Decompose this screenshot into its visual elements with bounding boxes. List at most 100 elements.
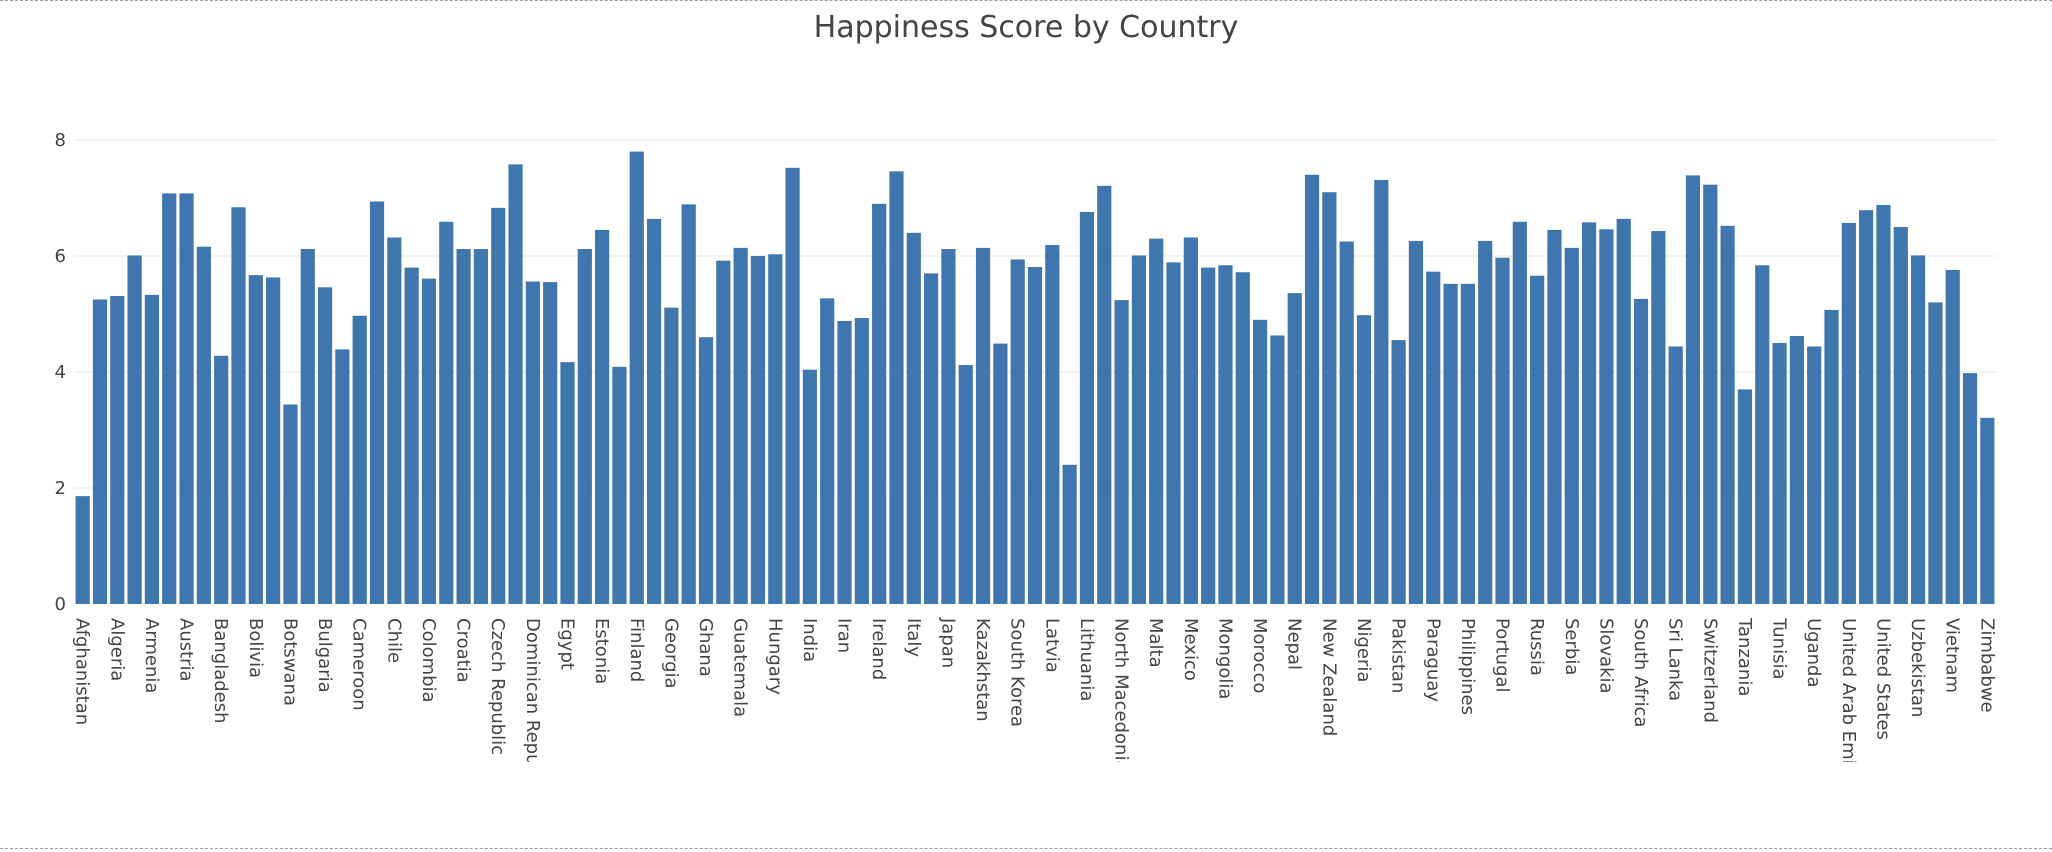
bar	[1512, 221, 1527, 604]
bar	[993, 343, 1008, 604]
bar	[387, 237, 402, 604]
chart-title: Happiness Score by Country	[813, 10, 1239, 45]
bar	[75, 496, 90, 604]
bar	[820, 298, 835, 604]
bar	[1131, 255, 1146, 605]
bar	[975, 247, 991, 604]
bar	[369, 201, 385, 605]
x-tick-label: Austria	[176, 618, 197, 682]
bar	[577, 249, 592, 605]
bar	[1097, 185, 1112, 604]
bar	[958, 365, 973, 604]
top-border	[0, 0, 2052, 1]
x-tick-label: Uganda	[1803, 618, 1824, 688]
bar	[144, 294, 160, 604]
bar	[110, 296, 125, 604]
bar	[1651, 231, 1666, 604]
x-tick-label: North Macedonia	[1111, 618, 1132, 771]
bars	[75, 151, 1995, 605]
x-tick-label: Hungary	[764, 618, 785, 695]
y-tick-label: 8	[55, 130, 66, 151]
bar	[1980, 417, 1995, 604]
bar	[595, 229, 610, 604]
x-tick-label: Bolivia	[245, 618, 266, 678]
x-tick-label: New Zealand	[1318, 618, 1339, 736]
bar	[872, 203, 887, 605]
x-tick-label: South Africa	[1630, 618, 1651, 727]
x-tick-label: Latvia	[1041, 618, 1062, 673]
x-tick-label: Tunisia	[1769, 617, 1790, 680]
bar	[1183, 237, 1198, 604]
bar	[248, 275, 263, 604]
bar	[1581, 222, 1597, 605]
x-tick-label: Paraguay	[1422, 618, 1443, 702]
bar	[1685, 175, 1701, 604]
bar	[1616, 218, 1631, 604]
bar	[1010, 259, 1025, 604]
x-tick-label: Kazakhstan	[972, 618, 993, 722]
bar	[854, 318, 869, 604]
bar	[1495, 257, 1510, 604]
bar	[802, 369, 817, 604]
bar	[1235, 272, 1250, 604]
bar	[1962, 373, 1978, 604]
x-tick-label: Dominican Republic	[522, 618, 543, 797]
bar	[1408, 240, 1424, 605]
bar	[439, 221, 454, 604]
x-tick-label: Ireland	[868, 618, 889, 680]
x-tick-label: Estonia	[591, 618, 612, 684]
bar	[889, 171, 904, 604]
bar	[1945, 269, 1960, 604]
y-tick-label: 0	[55, 594, 66, 615]
bar	[317, 287, 333, 604]
bar	[1027, 267, 1043, 604]
x-tick-label: Bulgaria	[314, 618, 335, 693]
bar	[924, 273, 939, 604]
bar	[698, 337, 714, 604]
bar	[1304, 174, 1320, 605]
bar	[1426, 271, 1441, 604]
x-axis-ticks: Afghanistan Algeria Armenia Austria Banglade…	[72, 617, 1998, 797]
bar	[1599, 229, 1614, 604]
bar	[1478, 240, 1493, 605]
bar	[473, 249, 489, 605]
bar	[1720, 225, 1735, 604]
bar	[1530, 275, 1545, 604]
y-tick-label: 2	[55, 478, 66, 499]
bar	[404, 267, 419, 604]
x-tick-label: Armenia	[141, 618, 162, 693]
x-tick-label: Sri Lanka	[1665, 618, 1686, 701]
bar	[1460, 283, 1475, 604]
bottom-border	[0, 848, 2052, 849]
x-tick-label: Iran	[834, 618, 855, 653]
bar	[1062, 464, 1077, 604]
bar	[612, 366, 627, 604]
bar	[508, 164, 523, 605]
x-tick-label: Philippines	[1457, 618, 1478, 715]
bar	[1374, 180, 1389, 604]
x-tick-label: United States	[1872, 618, 1893, 740]
bar	[1564, 247, 1579, 604]
bar	[283, 404, 298, 604]
bar	[92, 299, 108, 604]
bar	[1910, 255, 1926, 605]
x-tick-label: Serbia	[1561, 618, 1582, 675]
bar	[1045, 244, 1060, 605]
x-tick-label: Zimbabwe	[1976, 618, 1997, 713]
x-tick-label: Morocco	[1249, 618, 1270, 693]
x-tick-label: Nigeria	[1353, 618, 1374, 682]
bar	[162, 193, 177, 605]
x-tick-label: Georgia	[660, 618, 681, 689]
x-tick-label: Botswana	[279, 618, 300, 706]
bar	[941, 249, 956, 605]
bar	[352, 315, 367, 604]
bar	[300, 249, 315, 605]
bar	[127, 255, 142, 605]
bar	[1633, 298, 1649, 604]
bar	[1166, 262, 1181, 604]
x-tick-label: Chile	[383, 618, 404, 663]
x-tick-label: Colombia	[418, 618, 439, 703]
x-tick-label: Japan	[937, 617, 958, 668]
